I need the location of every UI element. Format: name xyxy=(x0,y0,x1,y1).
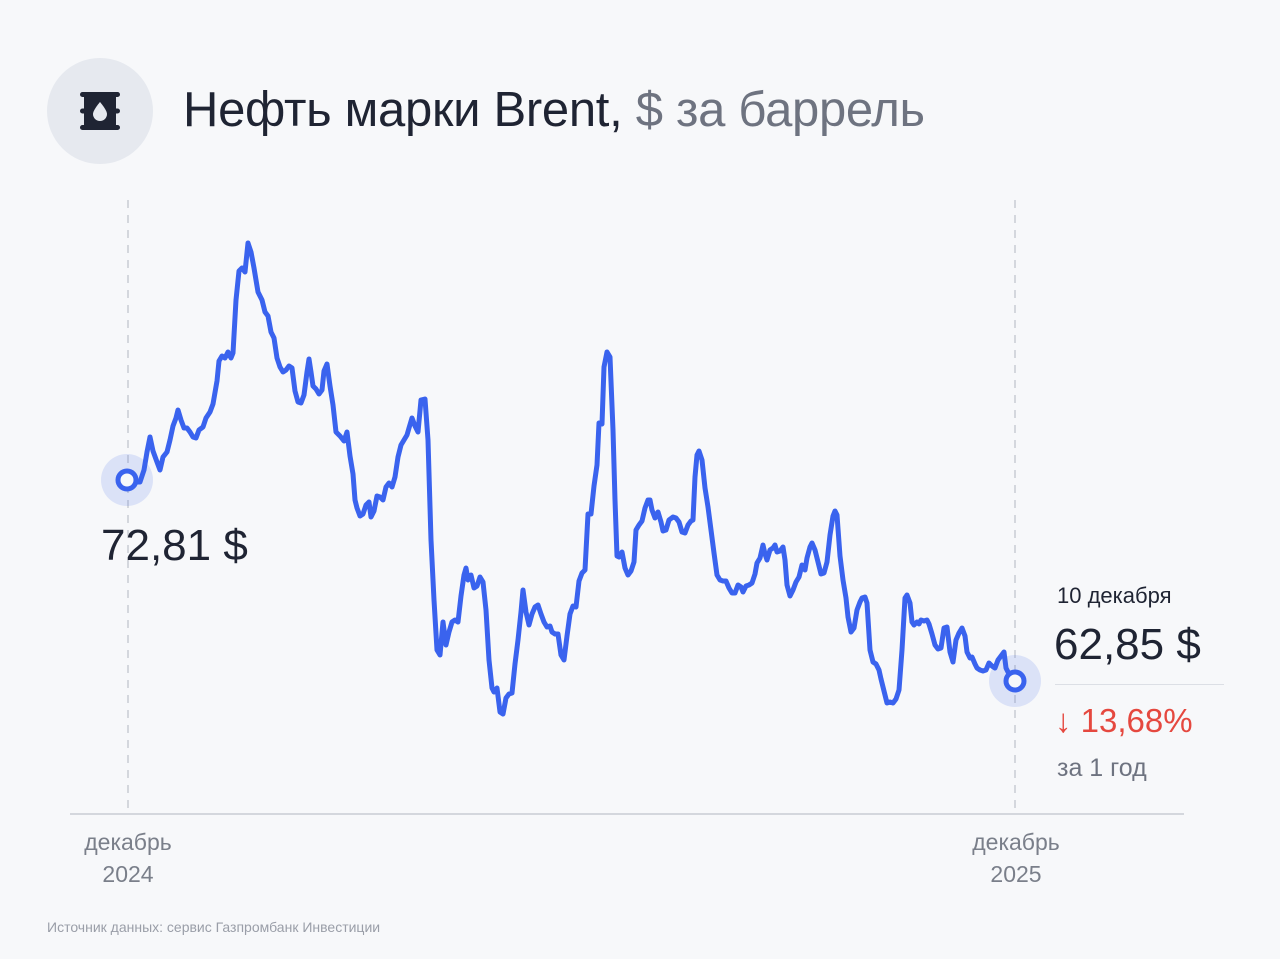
oil-barrel-icon-container xyxy=(47,58,153,164)
end-divider xyxy=(1055,684,1224,685)
x-tick-right-month: декабрь xyxy=(972,829,1060,855)
x-tick-left: декабрь 2024 xyxy=(58,826,198,890)
x-tick-right: декабрь 2025 xyxy=(946,826,1086,890)
x-tick-left-month: декабрь xyxy=(84,829,172,855)
title-main: Нефть марки Brent, xyxy=(183,83,623,137)
change-period-label: за 1 год xyxy=(1057,754,1147,782)
start-value-label: 72,81 $ xyxy=(101,521,248,570)
end-marker[interactable] xyxy=(1003,669,1027,693)
change-percent-label: ↓ 13,68% xyxy=(1055,702,1193,739)
end-date-label: 10 декабря xyxy=(1057,583,1172,608)
oil-barrel-icon xyxy=(80,92,120,130)
end-value-label: 62,85 $ xyxy=(1054,620,1201,669)
price-line xyxy=(124,240,1018,717)
data-source-note: Источник данных: сервис Газпромбанк Инве… xyxy=(47,919,381,935)
page-title: Нефть марки Brent, $ за баррель xyxy=(183,80,925,140)
title-unit: $ за баррель xyxy=(635,83,925,137)
x-tick-left-year: 2024 xyxy=(102,861,154,887)
x-tick-right-year: 2025 xyxy=(990,861,1042,887)
start-marker[interactable] xyxy=(115,468,139,492)
